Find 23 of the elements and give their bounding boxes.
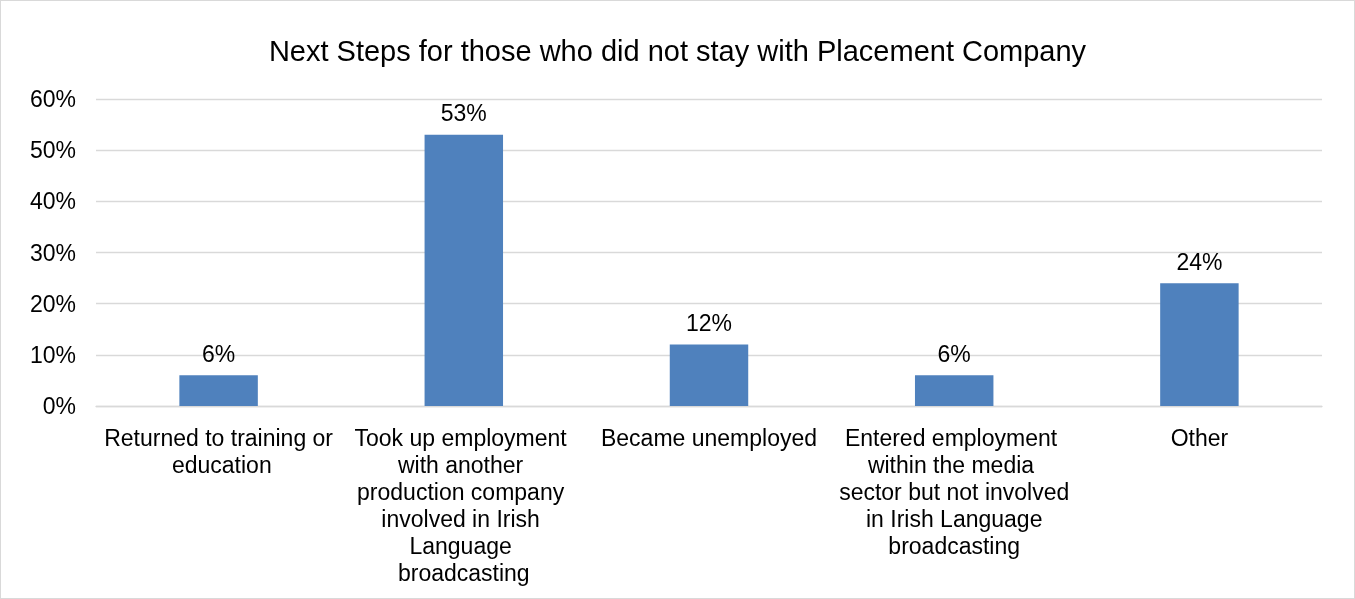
y-tick-label: 0% [42,393,76,419]
data-label: 24% [1176,248,1223,275]
y-tick-label: 10% [29,341,76,368]
y-tick-label: 20% [29,290,76,317]
y-tick-label: 60% [29,86,76,112]
y-tick-label: 30% [29,239,76,266]
data-label: 53% [440,100,487,127]
data-label: 6% [937,340,971,367]
data-label: 6% [201,340,236,367]
chart-title: Next Steps for those who did not stay with Placement Company [268,34,1087,67]
bar [669,344,749,406]
x-tick-label: Took up employment with another production company involved in Irish Language broadcasting [354,424,574,586]
x-tick-label: Became unemployed [600,424,818,451]
y-tick-label: 40% [29,188,76,215]
bar [424,134,504,406]
bar [914,375,994,406]
bar [179,375,258,406]
y-tick-label: 50% [29,137,76,164]
data-label: 12% [685,310,733,337]
bar [1160,283,1239,406]
x-tick-label: Entered employment within the media sector but not involved in Irish Language broadcasting [839,424,1070,559]
x-tick-label: Returned to training or education [104,424,334,478]
x-tick-label: Other [1170,424,1229,451]
